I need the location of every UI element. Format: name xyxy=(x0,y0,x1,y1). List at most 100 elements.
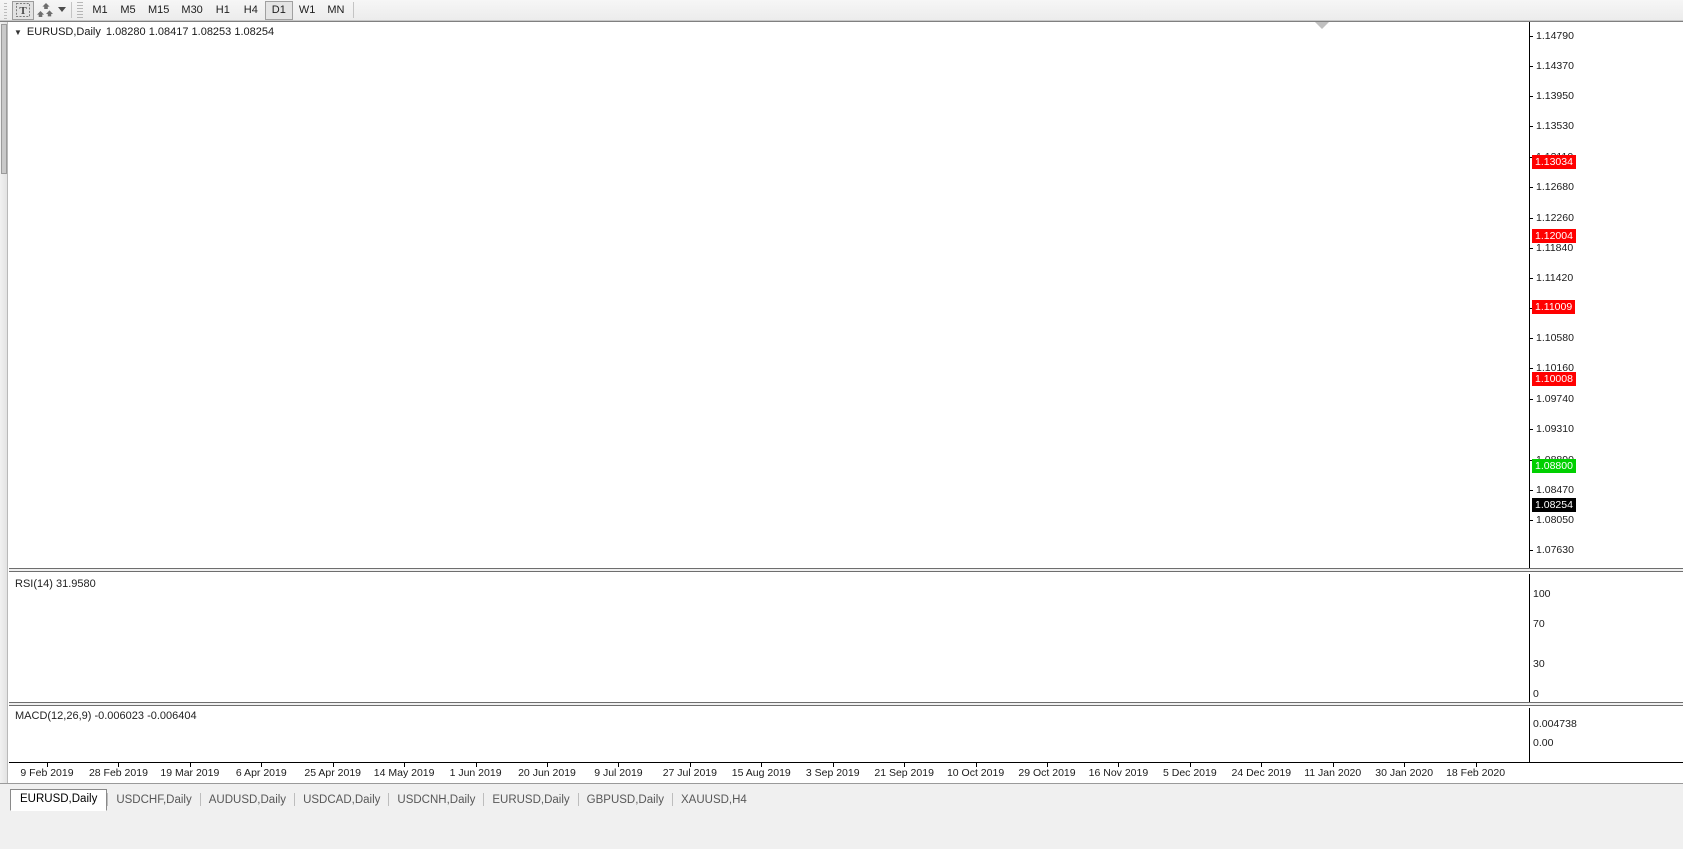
toolbar: T M1 M5 M15 M30 H1 H4 D1 W1 MN xyxy=(0,0,1683,21)
chart-window: ▼ EURUSD,Daily 1.08280 1.08417 1.08253 1… xyxy=(0,21,1683,784)
chevron-down-icon xyxy=(58,7,66,12)
rsi-axis-tick: 100 xyxy=(1533,588,1551,600)
date-axis-tick: 9 Jul 2019 xyxy=(594,767,643,779)
date-tick-mark xyxy=(1189,763,1191,767)
price-level-tag-red[interactable]: 1.12004 xyxy=(1532,229,1576,243)
vertical-scrollbar-thumb[interactable] xyxy=(1,24,7,174)
date-tick-mark xyxy=(189,763,191,767)
toolbar-separator-2 xyxy=(353,2,355,18)
price-axis-tick: 1.13530 xyxy=(1529,120,1574,132)
timeframe-label: M15 xyxy=(148,4,170,16)
tab-divider xyxy=(107,792,109,806)
date-tick-mark xyxy=(118,763,120,767)
date-axis-tick: 28 Feb 2019 xyxy=(88,767,148,779)
date-tick-mark xyxy=(1261,763,1263,767)
price-axis-tick: 1.13950 xyxy=(1529,90,1574,102)
text-cursor-icon: T xyxy=(16,3,30,17)
date-tick-mark xyxy=(904,763,906,767)
pane-separator-macd[interactable] xyxy=(9,702,1683,706)
date-axis-tick: 5 Dec 2019 xyxy=(1162,767,1217,779)
chart-header-caret[interactable]: ▼ xyxy=(14,27,22,37)
crosshair-text-tool-button[interactable]: T xyxy=(12,0,34,20)
timeframe-button-h4[interactable]: H4 xyxy=(237,1,265,20)
date-axis-tick: 15 Aug 2019 xyxy=(731,767,791,779)
timeframe-toolbar-grip[interactable] xyxy=(77,2,83,18)
chart-tab-gbpusd-daily[interactable]: GBPUSD,Daily xyxy=(579,791,672,810)
chart-tab-eurusd-daily[interactable]: EURUSD,Daily xyxy=(10,789,108,811)
tab-divider xyxy=(199,792,201,806)
price-axis-tick: 1.12680 xyxy=(1529,181,1574,193)
chart-tab-xauusd-h4[interactable]: XAUUSD,H4 xyxy=(673,791,755,810)
chart-tab-label: EURUSD,Daily xyxy=(492,794,570,806)
date-tick-mark xyxy=(47,763,48,767)
date-axis-tick: 24 Dec 2019 xyxy=(1231,767,1292,779)
date-axis-tick: 27 Jul 2019 xyxy=(662,767,717,779)
price-axis-tick: 1.11840 xyxy=(1529,242,1573,254)
date-tick-mark xyxy=(1475,763,1477,767)
chart-tab-label: USDCNH,Daily xyxy=(397,794,476,806)
price-axis-tick: 1.11420 xyxy=(1529,272,1573,284)
date-axis-tick: 6 Apr 2019 xyxy=(235,767,287,779)
timeframe-label: M1 xyxy=(92,4,108,16)
timeframe-button-m5[interactable]: M5 xyxy=(114,1,142,20)
date-axis-tick: 9 Feb 2019 xyxy=(20,767,74,779)
vertical-scrollbar[interactable] xyxy=(0,22,8,784)
date-tick-mark xyxy=(1118,763,1120,767)
date-tick-mark xyxy=(475,763,477,767)
price-axis-line xyxy=(1529,22,1530,568)
price-level-tag-red[interactable]: 1.10008 xyxy=(1532,372,1576,387)
tab-divider xyxy=(577,792,579,806)
timeframe-button-w1[interactable]: W1 xyxy=(293,1,322,20)
date-axis[interactable]: 9 Feb 2019 28 Feb 2019 19 Mar 2019 6 Apr 20… xyxy=(9,762,1683,783)
timeframe-button-h1[interactable]: H1 xyxy=(209,1,237,20)
chart-tab-usdcnh-daily[interactable]: USDCNH,Daily xyxy=(389,791,483,810)
chart-zoom-handle[interactable] xyxy=(1315,22,1329,29)
timeframe-button-m30[interactable]: M30 xyxy=(175,1,208,20)
price-axis-tick: 1.12260 xyxy=(1529,212,1574,224)
pane-separator-rsi[interactable] xyxy=(9,568,1683,572)
price-axis-tick: 1.10580 xyxy=(1529,332,1574,344)
timeframe-button-d1[interactable]: D1 xyxy=(264,0,293,20)
price-axis-tick: 1.08470 xyxy=(1529,484,1574,496)
chart-tab-label: USDCHF,Daily xyxy=(116,794,192,806)
price-axis-labels[interactable]: 1.147901.143701.139501.135301.131101.126… xyxy=(1529,22,1683,568)
macd-indicator-label: MACD(12,26,9) -0.006023 -0.006404 xyxy=(15,710,197,722)
date-axis-tick: 14 May 2019 xyxy=(373,767,435,779)
date-axis-tick: 21 Sep 2019 xyxy=(874,767,934,779)
price-axis-tick: 1.09310 xyxy=(1529,423,1574,435)
chart-tab-audusd-daily[interactable]: AUDUSD,Daily xyxy=(201,791,294,810)
date-tick-mark xyxy=(404,763,406,767)
timeframe-button-m1[interactable]: M1 xyxy=(86,1,114,20)
price-level-tag-green[interactable]: 1.08800 xyxy=(1532,459,1576,473)
toolbar-grip[interactable] xyxy=(3,1,10,19)
chart-tab-usdcad-daily[interactable]: USDCAD,Daily xyxy=(295,791,388,810)
price-level-tag-red[interactable]: 1.11009 xyxy=(1532,300,1576,315)
price-level-tag-black[interactable]: 1.08254 xyxy=(1532,498,1576,513)
objects-dropdown-button[interactable] xyxy=(56,1,68,20)
rsi-indicator-label: RSI(14) 31.9580 xyxy=(15,578,96,590)
date-axis-tick: 20 Jun 2019 xyxy=(518,767,576,779)
objects-tool-button[interactable] xyxy=(34,1,56,20)
chart-tab-label: AUDUSD,Daily xyxy=(208,794,287,806)
date-axis-tick: 19 Mar 2019 xyxy=(160,767,220,779)
timeframe-button-mn[interactable]: MN xyxy=(321,1,350,20)
chart-tabs: EURUSD,Daily USDCHF,Daily AUDUSD,Daily USDC… xyxy=(0,788,1683,811)
macd-axis-tick: 0.00 xyxy=(1533,737,1554,750)
timeframe-group: M1 M5 M15 M30 H1 H4 D1 W1 MN xyxy=(86,0,350,20)
timeframe-button-m15[interactable]: M15 xyxy=(142,1,175,20)
date-tick-mark xyxy=(332,763,334,767)
chart-tabbar: EURUSD,Daily USDCHF,Daily AUDUSD,Daily USDC… xyxy=(0,783,1683,849)
chart-panes: ▼ EURUSD,Daily 1.08280 1.08417 1.08253 1… xyxy=(9,22,1683,784)
chart-tab-eurusd-daily[interactable]: EURUSD,Daily xyxy=(484,791,577,810)
rsi-axis-labels: 100 70 30 0 xyxy=(1529,574,1683,702)
price-level-tag-red[interactable]: 1.13034 xyxy=(1532,155,1576,170)
rsi-axis-tick: 0 xyxy=(1533,688,1539,700)
chart-tab-label: XAUUSD,H4 xyxy=(681,794,747,806)
date-tick-mark xyxy=(832,763,834,767)
date-axis-tick: 18 Feb 2020 xyxy=(1446,767,1506,779)
price-axis-tick: 1.14370 xyxy=(1529,60,1574,72)
macd-axis-tick: 0.004738 xyxy=(1533,718,1577,730)
chart-tab-usdchf-daily[interactable]: USDCHF,Daily xyxy=(108,791,199,810)
timeframe-label: M5 xyxy=(120,4,136,16)
